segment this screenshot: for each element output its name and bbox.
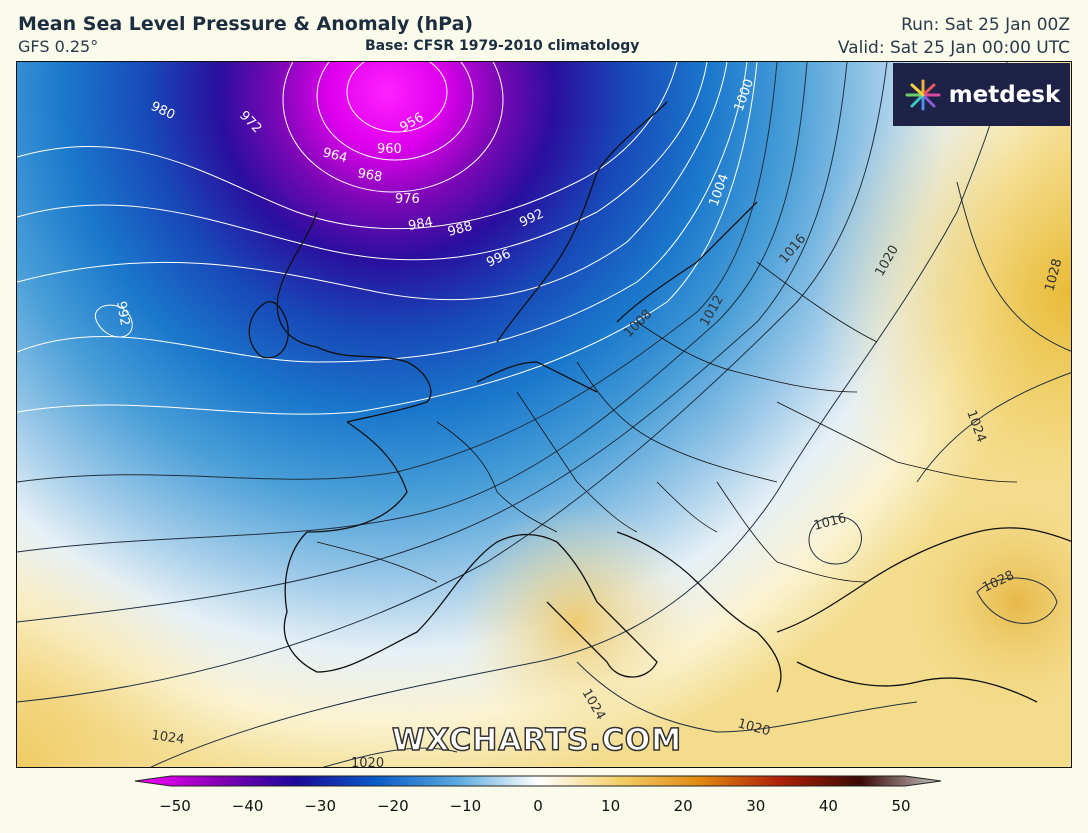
- isobar-label: 988: [446, 219, 474, 240]
- map-canvas: 980 972 964 956 960 968 976 984 988 992 …: [17, 62, 1071, 768]
- chart-title: Mean Sea Level Pressure & Anomaly (hPa): [18, 13, 474, 35]
- colorbar-tick-label: −50: [159, 797, 191, 815]
- base-climatology-label: Base: CFSR 1979-2010 climatology: [365, 38, 640, 54]
- anomaly-colorbar: −50 −40 −30 −20 −10 0 10 20 30 40 50: [133, 774, 943, 832]
- run-time-label: Run: Sat 25 Jan 00Z: [901, 15, 1070, 35]
- colorbar-tick-label: 50: [891, 797, 911, 815]
- turkey-coast: [796, 661, 1038, 703]
- metdesk-logo: metdesk: [893, 63, 1070, 126]
- italy-coast: [496, 533, 658, 678]
- isobar-label: 992: [113, 300, 132, 327]
- coastlines: [248, 101, 1071, 703]
- colorbar-tick-label: 40: [818, 797, 838, 815]
- colorbar-tick-label: 20: [673, 797, 693, 815]
- isobar-label: 960: [377, 142, 402, 157]
- colorbar-tick-label: −30: [304, 797, 337, 815]
- isobar-label: 964: [321, 145, 349, 166]
- metdesk-sunburst-icon: [905, 79, 941, 110]
- colorbar-tick-label: 30: [746, 797, 766, 815]
- baltic-coast: [616, 201, 758, 323]
- isobar-label: 984: [407, 215, 434, 234]
- country-borders: [316, 261, 1018, 583]
- pressure-anomaly-map: 980 972 964 956 960 968 976 984 988 992 …: [16, 61, 1072, 768]
- adriatic-balkan-coast: [616, 531, 782, 693]
- colorbar-tick-label: −20: [376, 797, 409, 815]
- isobars: [17, 62, 1071, 767]
- colorbar-tick-label: 0: [533, 797, 543, 815]
- isobar-label: 968: [356, 166, 383, 185]
- ireland-coast: [248, 301, 289, 359]
- britain-coast: [276, 211, 432, 423]
- isobar-label: 1024: [150, 728, 185, 747]
- colorbar-gradient: [134, 775, 942, 787]
- metdesk-logo-text: metdesk: [948, 81, 1061, 108]
- wxcharts-watermark: WXCHARTS.COM: [391, 722, 683, 759]
- model-label: GFS 0.25°: [18, 37, 99, 56]
- colorbar-tick-label: 10: [601, 797, 621, 815]
- valid-time-label: Valid: Sat 25 Jan 00:00 UTC: [837, 38, 1070, 58]
- iberia-france-coast: [283, 421, 498, 673]
- scandinavia-coast: [496, 101, 668, 343]
- black-sea-coast: [776, 527, 1071, 633]
- isobar-label: 976: [395, 192, 420, 207]
- colorbar-tick-label: −40: [231, 797, 264, 815]
- isobar-label: 1020: [351, 756, 384, 768]
- colorbar-tick-label: −10: [449, 797, 482, 815]
- north-sea-coast: [476, 361, 598, 393]
